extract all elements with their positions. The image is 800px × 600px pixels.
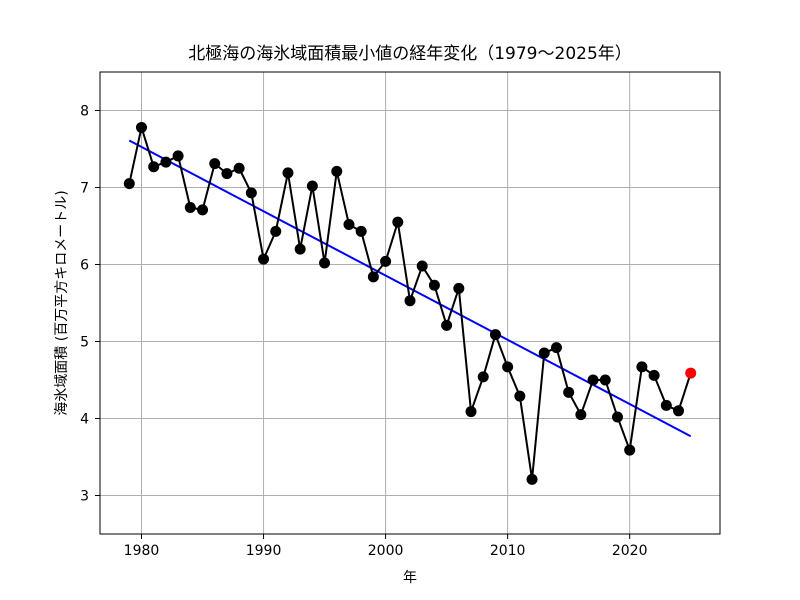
data-point bbox=[221, 168, 233, 180]
latest-data-point bbox=[685, 367, 697, 379]
data-point bbox=[355, 225, 367, 237]
x-axis-label: 年 bbox=[403, 570, 417, 586]
data-point bbox=[184, 202, 196, 214]
data-point bbox=[160, 156, 172, 168]
data-series-group bbox=[123, 121, 697, 485]
axis-ticks: 1980 1990 2000 2010 2020 3 4 5 6 7 8 bbox=[80, 104, 647, 560]
y-tick-label: 4 bbox=[80, 412, 89, 428]
data-point bbox=[538, 347, 550, 359]
data-point bbox=[380, 255, 392, 267]
data-point bbox=[367, 271, 379, 283]
data-point bbox=[123, 178, 135, 190]
x-tick-label: 2010 bbox=[490, 543, 526, 559]
data-point bbox=[660, 399, 672, 411]
data-point bbox=[343, 218, 355, 230]
data-point bbox=[148, 161, 160, 173]
data-point bbox=[648, 369, 660, 381]
trend-line-group bbox=[128, 139, 692, 438]
data-point bbox=[294, 243, 306, 255]
data-point bbox=[465, 406, 477, 418]
data-point bbox=[270, 225, 282, 237]
data-point bbox=[233, 162, 245, 174]
data-point bbox=[673, 405, 685, 417]
data-point bbox=[624, 444, 636, 456]
data-point bbox=[587, 374, 599, 386]
x-tick-label: 1990 bbox=[246, 543, 282, 559]
plot-frame bbox=[99, 71, 721, 535]
data-point bbox=[550, 342, 562, 354]
data-point bbox=[514, 390, 526, 402]
data-point bbox=[404, 295, 416, 307]
data-point bbox=[441, 319, 453, 331]
data-point bbox=[599, 374, 611, 386]
data-point bbox=[477, 371, 489, 383]
y-tick-label: 8 bbox=[80, 104, 89, 120]
data-point bbox=[636, 361, 648, 373]
x-tick-label: 2020 bbox=[612, 543, 648, 559]
y-tick-label: 6 bbox=[80, 258, 89, 274]
data-point bbox=[502, 361, 514, 373]
data-point bbox=[282, 167, 294, 179]
y-tick-label: 7 bbox=[80, 181, 89, 197]
grid-lines bbox=[100, 72, 720, 534]
data-point bbox=[453, 282, 465, 294]
trend-line bbox=[128, 139, 692, 438]
x-tick-label: 2000 bbox=[368, 543, 404, 559]
data-point bbox=[135, 121, 147, 133]
data-point bbox=[172, 150, 184, 162]
data-point bbox=[319, 257, 331, 269]
data-point bbox=[245, 187, 257, 199]
data-point bbox=[611, 411, 623, 423]
data-point bbox=[258, 253, 270, 265]
data-point bbox=[489, 329, 501, 341]
x-tick-label: 1980 bbox=[124, 543, 160, 559]
chart-title: 北極海の海氷域面積最小値の経年変化（1979〜2025年） bbox=[188, 44, 632, 64]
data-point bbox=[392, 216, 404, 228]
data-point bbox=[331, 165, 343, 177]
data-point bbox=[416, 260, 428, 272]
data-point bbox=[575, 409, 587, 421]
data-point bbox=[306, 180, 318, 192]
data-point bbox=[563, 386, 575, 398]
data-point bbox=[526, 473, 538, 485]
y-axis-label: 海氷域面積 (百万平方キロメートル) bbox=[54, 190, 70, 415]
data-point bbox=[428, 279, 440, 291]
y-tick-label: 5 bbox=[80, 335, 89, 351]
data-point bbox=[209, 158, 221, 170]
y-tick-label: 3 bbox=[80, 489, 89, 505]
data-point bbox=[197, 204, 209, 216]
